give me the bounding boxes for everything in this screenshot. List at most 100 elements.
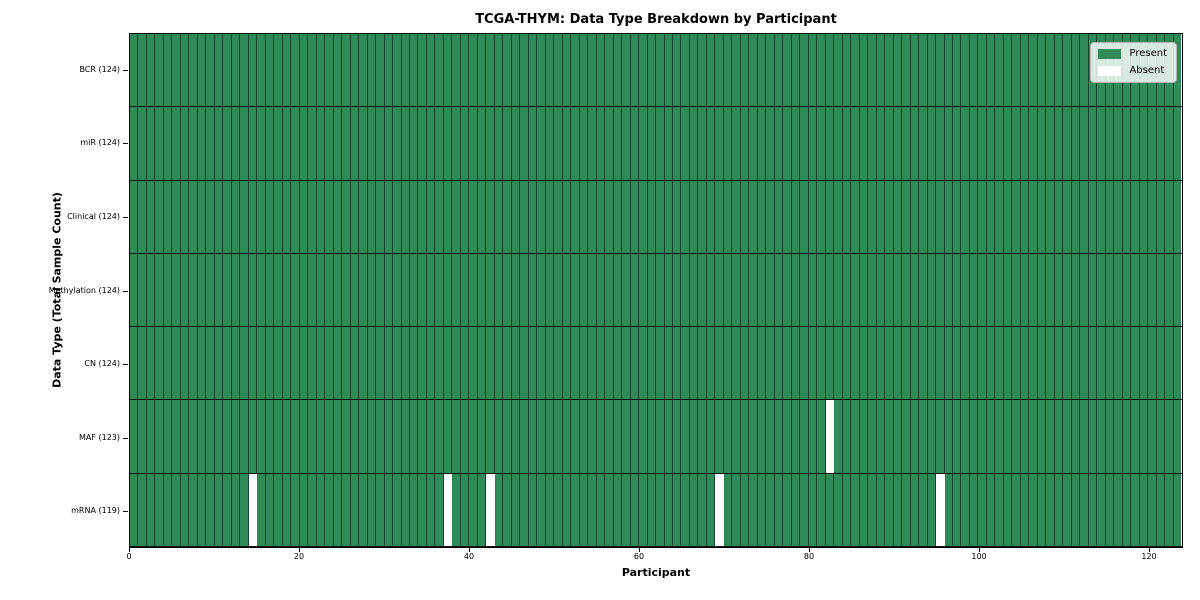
heatmap-cell: [613, 473, 623, 546]
heatmap-cell: [681, 327, 690, 400]
heatmap-cell: [673, 473, 682, 546]
heatmap-cell: [1080, 400, 1089, 473]
heatmap-cell: [978, 253, 987, 327]
heatmap-cell: [893, 253, 903, 327]
heatmap-cell: [698, 253, 707, 327]
heatmap-cell: [715, 253, 724, 327]
heatmap-cell: [409, 400, 419, 473]
heatmap-cell: [749, 180, 758, 253]
heatmap-cell: [409, 327, 419, 400]
heatmap-cell: [1165, 327, 1174, 400]
heatmap-cell: [172, 253, 181, 327]
heatmap-cell: [817, 180, 826, 253]
heatmap-cell: [927, 253, 937, 327]
heatmap-cell: [1063, 327, 1072, 400]
heatmap-cell: [936, 400, 945, 473]
heatmap-cell: [656, 327, 665, 400]
y-axis-label: Data Type (Total Sample Count): [50, 192, 64, 388]
heatmap-cell: [969, 107, 979, 180]
heatmap-cell: [511, 327, 521, 400]
heatmap-cell: [868, 34, 877, 107]
heatmap-cell: [401, 107, 410, 180]
heatmap-cell: [1029, 473, 1038, 546]
heatmap-cell: [1003, 34, 1013, 107]
heatmap-cell: [401, 473, 410, 546]
heatmap-cell: [333, 473, 343, 546]
heatmap-cell: [401, 400, 410, 473]
heatmap-cell: [426, 180, 436, 253]
heatmap-cell: [265, 180, 275, 253]
heatmap-cell: [1080, 180, 1089, 253]
heatmap-cell: [808, 400, 818, 473]
heatmap-cell: [791, 180, 801, 253]
heatmap-cell: [325, 473, 334, 546]
heatmap-cell: [681, 473, 690, 546]
heatmap-cell: [282, 180, 292, 253]
heatmap-cell: [545, 34, 555, 107]
heatmap-cell: [1105, 253, 1115, 327]
heatmap-cell: [163, 34, 173, 107]
heatmap-cell: [511, 34, 521, 107]
heatmap-cell: [257, 473, 266, 546]
heatmap-cell: [1114, 253, 1123, 327]
heatmap-cell: [664, 180, 673, 253]
heatmap-cell: [936, 473, 945, 546]
heatmap-cell: [1097, 253, 1106, 327]
heatmap-cell: [469, 34, 478, 107]
heatmap-cell: [1046, 400, 1055, 473]
heatmap-cell: [316, 400, 326, 473]
heatmap-cell: [409, 473, 419, 546]
heatmap-cell: [197, 327, 207, 400]
heatmap-cell: [503, 473, 512, 546]
heatmap-cell: [180, 180, 190, 253]
heatmap-cell: [308, 34, 317, 107]
heatmap-cell: [155, 473, 164, 546]
heatmap-cell: [1088, 253, 1098, 327]
heatmap-cell: [1165, 473, 1174, 546]
heatmap-cell: [342, 327, 351, 400]
heatmap-cell: [240, 473, 249, 546]
heatmap-cell: [342, 400, 351, 473]
heatmap-cell: [689, 253, 699, 327]
heatmap-cell: [282, 253, 292, 327]
heatmap-cell: [885, 327, 894, 400]
heatmap-cell: [1148, 253, 1157, 327]
x-tick-mark: [469, 548, 470, 552]
heatmap-cell: [418, 327, 427, 400]
heatmap-cell: [978, 34, 987, 107]
heatmap-cell: [257, 400, 266, 473]
heatmap-cell: [1122, 253, 1132, 327]
heatmap-cell: [596, 34, 606, 107]
heatmap-cell: [1114, 180, 1123, 253]
heatmap-cell: [443, 34, 453, 107]
heatmap-cell: [308, 180, 317, 253]
heatmap-cell: [206, 473, 215, 546]
heatmap-cell: [656, 34, 665, 107]
heatmap-cell: [868, 107, 877, 180]
heatmap-cell: [919, 180, 928, 253]
heatmap-cell: [1139, 180, 1149, 253]
heatmap-cell: [520, 400, 529, 473]
heatmap-cell: [1080, 34, 1089, 107]
heatmap-cell: [265, 34, 275, 107]
heatmap-row-mRNA: [130, 473, 1182, 547]
heatmap-cell: [367, 107, 377, 180]
heatmap-cell: [308, 473, 317, 546]
heatmap-cell: [426, 473, 436, 546]
heatmap-cell: [791, 400, 801, 473]
heatmap-cell: [477, 34, 487, 107]
heatmap-cell: [206, 327, 215, 400]
heatmap-cell: [248, 180, 258, 253]
heatmap-cell: [240, 400, 249, 473]
heatmap-cell: [825, 327, 835, 400]
x-tick-mark: [129, 548, 130, 552]
heatmap-cell: [732, 34, 741, 107]
heatmap-cell: [333, 34, 343, 107]
heatmap-cell: [1165, 253, 1174, 327]
heatmap-cell: [995, 473, 1004, 546]
heatmap-cell: [673, 107, 682, 180]
heatmap-cell: [664, 473, 673, 546]
heatmap-cell: [689, 473, 699, 546]
heatmap-cell: [274, 473, 283, 546]
heatmap-cell: [197, 400, 207, 473]
